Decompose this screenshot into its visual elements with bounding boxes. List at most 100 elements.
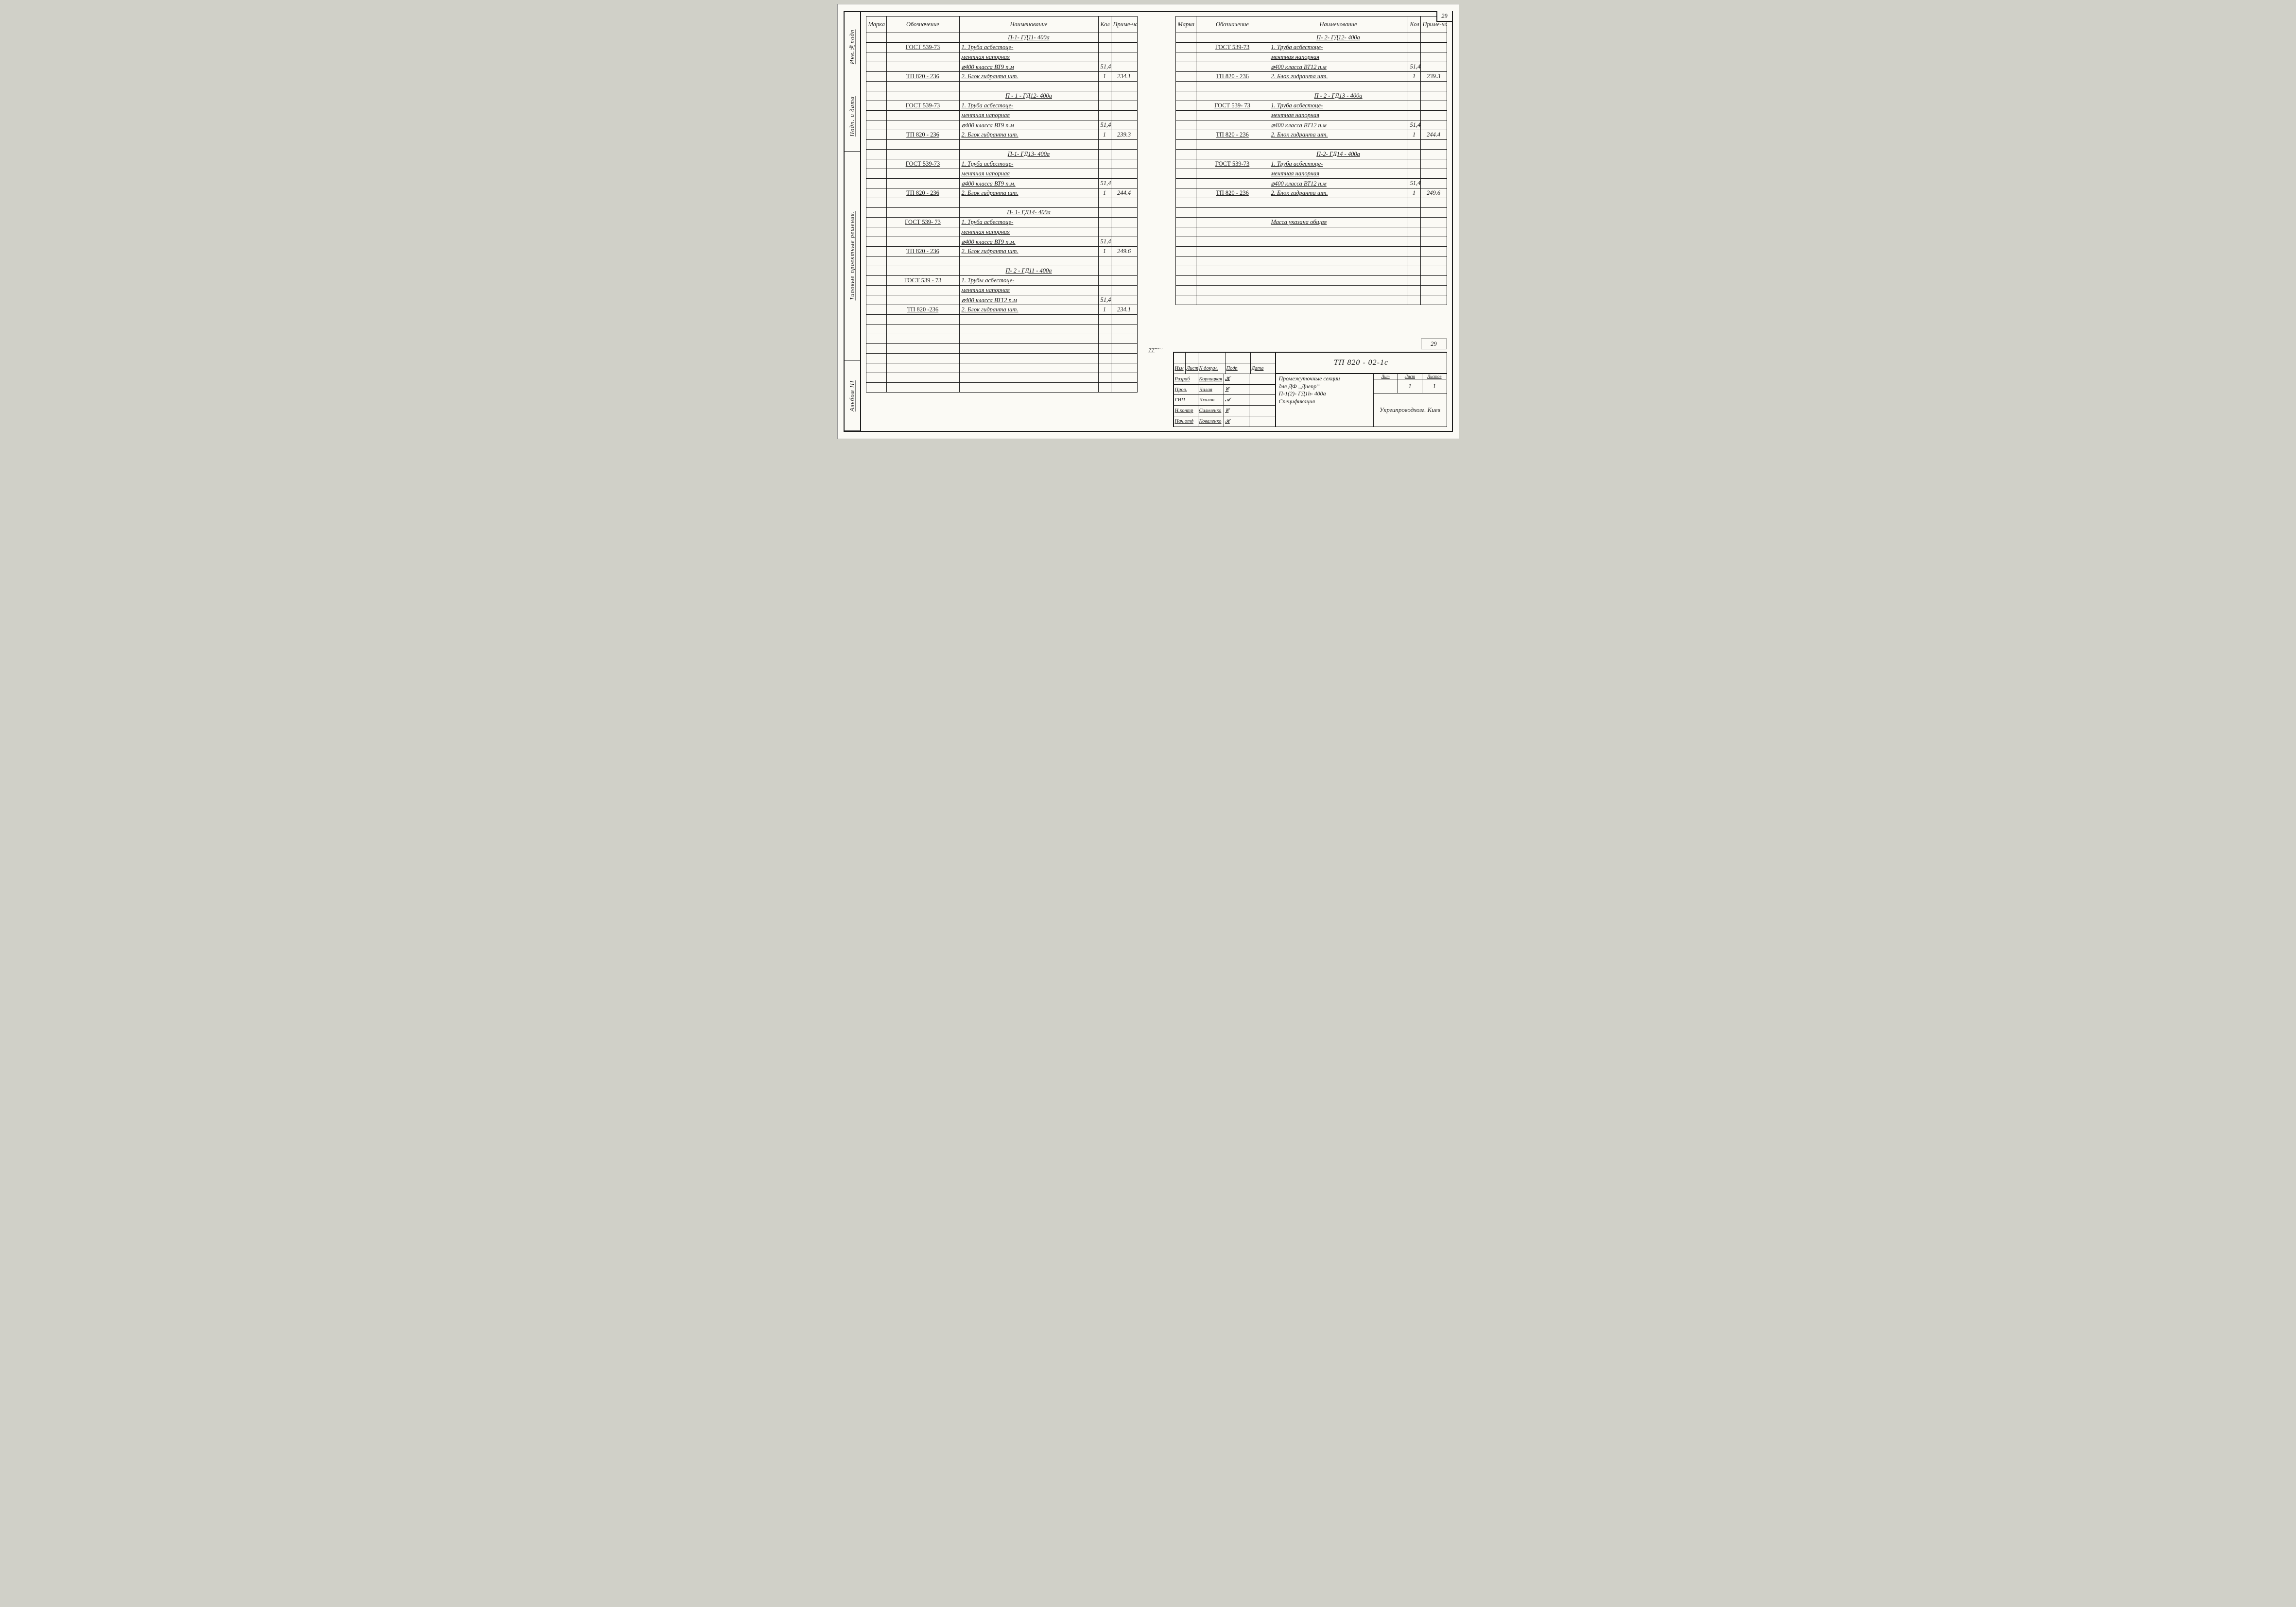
table-row: П-1- ГД11- 400а: [866, 33, 1137, 43]
table-row: [866, 334, 1137, 344]
table-row: ⌀400 класса ВТ9 п.м.51,48: [866, 179, 1137, 188]
table-row: ментная напорная: [866, 111, 1137, 120]
hdr-marka: Марка: [866, 17, 886, 33]
table-row: ⌀400 класса ВТ12 п.м51,48: [866, 295, 1137, 305]
hdr-oboz: Обозначение: [1196, 17, 1269, 33]
table-row: ГОСТ 539-731. Труба асбестоце-: [1175, 43, 1447, 52]
drawing-frame: 29 Марка Обозначение Наименование Кол Пр…: [860, 11, 1453, 432]
table-row: П-2- ГД14 - 400а: [1175, 150, 1447, 159]
tb-sign-row: Н.контрСильченко𝓒: [1174, 405, 1275, 416]
table-row: ГОСТ 539-731. Труба асбестоце-: [1175, 159, 1447, 169]
table-row: [866, 354, 1137, 363]
tb-sign-row: РазрабКорницкая𝓚: [1174, 374, 1275, 384]
table-row: [1175, 256, 1447, 266]
table-row: [1175, 227, 1447, 237]
table-row: ⌀400 класса ВТ12 п.м51,48: [1175, 62, 1447, 72]
tb-sign-blank: [1174, 353, 1275, 363]
table-row: [1175, 295, 1447, 305]
tb-sign-row: Нач.отдКоваленко𝓚: [1174, 416, 1275, 427]
tb-org: Укргипроводхозг. Киев: [1374, 393, 1447, 427]
table-row: [866, 140, 1137, 150]
spec-table-left: Марка Обозначение Наименование Кол Приме…: [866, 16, 1138, 393]
table-row: ТП 820 - 2362. Блок гидранта шт.1234.1: [866, 72, 1137, 82]
table-row: [1175, 198, 1447, 208]
tb-sign-row: ГИПЧхалов𝓐: [1174, 394, 1275, 405]
table-row: [866, 373, 1137, 383]
table-row: ГОСТ 539 - 731. Трубы асбестоце-: [866, 276, 1137, 286]
hdr-naim: Наименование: [1269, 17, 1408, 33]
table-row: ⌀400 класса ВТ12 п.м51,48: [1175, 179, 1447, 188]
table-row: [866, 82, 1137, 91]
hdr-oboz: Обозначение: [886, 17, 959, 33]
rail-inv: Инв.№подп: [845, 12, 860, 82]
tb-signatures: Изм Лист N докум. Подп Дата РазрабКорниц…: [1174, 353, 1276, 427]
table-row: П- 1- ГД14- 400а: [866, 208, 1137, 218]
tb-title: Промежуточные секциидля ДФ „Днепр”П-1(2)…: [1276, 374, 1374, 427]
hdr-marka: Марка: [1175, 17, 1196, 33]
drawing-sheet: Инв.№подп Подп. и дата Типовые проектные…: [837, 4, 1459, 439]
table-row: ТП 820 - 2362. Блок гидранта шт.1244.4: [1175, 130, 1447, 140]
table-row: Масса указана общая: [1175, 218, 1447, 227]
tb-main: ТП 820 - 02-1с Промежуточные секциидля Д…: [1276, 353, 1447, 427]
table-row: [1175, 82, 1447, 91]
titleblock: Изм Лист N докум. Подп Дата РазрабКорниц…: [1173, 352, 1447, 427]
table-row: [866, 325, 1137, 334]
left-body: П-1- ГД11- 400аГОСТ 539-731. Труба асбес…: [866, 33, 1137, 393]
table-row: ГОСТ 539- 731. Труба асбестоце-: [1175, 101, 1447, 111]
table-row: [1175, 276, 1447, 286]
table-row: ментная напорная: [1175, 169, 1447, 179]
table-row: [1175, 237, 1447, 247]
binding-rail: Инв.№подп Подп. и дата Типовые проектные…: [844, 11, 860, 432]
rail-album: Альбом III: [845, 361, 860, 431]
spec-table-right: Марка Обозначение Наименование Кол Приме…: [1175, 16, 1447, 305]
table-row: ⌀400 класса ВТ12 п.м51,48: [1175, 120, 1447, 130]
table-row: ментная напорная: [866, 169, 1137, 179]
table-row: П- 2- ГД12- 400а: [1175, 33, 1447, 43]
table-row: ТП 820 - 2362. Блок гидранта шт.1249.6: [866, 247, 1137, 256]
table-row: ТП 820 - 2362. Блок гидранта шт.1244.4: [866, 188, 1137, 198]
table-row: ГОСТ 539- 731. Труба асбестоце-: [866, 218, 1137, 227]
table-row: [1175, 140, 1447, 150]
table-row: [866, 383, 1137, 393]
table-row: ментная напорная: [866, 52, 1137, 62]
table-row: ⌀400 класса ВТ9 п.м51,48: [866, 120, 1137, 130]
table-row: ментная напорная: [1175, 111, 1447, 120]
tb-code: ТП 820 - 02-1с: [1276, 353, 1447, 374]
table-row: ментная напорная: [866, 227, 1137, 237]
hdr-prim: Приме-чание: [1111, 17, 1137, 33]
right-body: П- 2- ГД12- 400аГОСТ 539-731. Труба асбе…: [1175, 33, 1447, 305]
table-row: П-1- ГД13- 400а: [866, 150, 1137, 159]
table-row: [866, 198, 1137, 208]
table-row: П - 1 - ГД12- 400а: [866, 91, 1137, 101]
table-row: ⌀400 класса ВТ9 п.м51,48: [866, 62, 1137, 72]
table-row: ⌀400 класса ВТ9 п.м.51,48: [866, 237, 1137, 247]
hdr-naim: Наименование: [959, 17, 1098, 33]
table-row: ментная напорная: [866, 286, 1137, 295]
table-row: [866, 344, 1137, 354]
table-row: ТП 820 - 2362. Блок гидранта шт.1239.3: [866, 130, 1137, 140]
tb-sign-header: Изм Лист N докум. Подп Дата: [1174, 363, 1275, 374]
table-row: П - 2 - ГД13 - 400а: [1175, 91, 1447, 101]
table-row: ГОСТ 539-731. Труба асбестоце-: [866, 159, 1137, 169]
table-row: ТП 820 - 2362. Блок гидранта шт.1239.3: [1175, 72, 1447, 82]
table-row: [1175, 247, 1447, 256]
table-row: ГОСТ 539-731. Труба асбестоце-: [866, 43, 1137, 52]
table-row: [866, 363, 1137, 373]
hdr-kol: Кол: [1098, 17, 1111, 33]
page-number: 29: [1436, 11, 1453, 22]
table-row: [1175, 286, 1447, 295]
table-row: ГОСТ 539-731. Труба асбестоце-: [866, 101, 1137, 111]
table-row: [1175, 208, 1447, 218]
table-row: [866, 256, 1137, 266]
table-row: ментная напорная: [1175, 52, 1447, 62]
table-row: П- 2 - ГД11 - 400а: [866, 266, 1137, 276]
rail-tip: Типовые проектные решения.: [845, 152, 860, 361]
table-row: ТП 820 - 2362. Блок гидранта шт.1249.6: [1175, 188, 1447, 198]
table-row: [1175, 266, 1447, 276]
sheet-num-overlay: 29: [1421, 339, 1447, 349]
spec-left: Марка Обозначение Наименование Кол Приме…: [866, 16, 1138, 427]
table-row: ТП 820 -2362. Блок гидранта шт.1234.1: [866, 305, 1137, 315]
tb-sign-row: Пров.Чалая𝓒: [1174, 384, 1275, 395]
tb-meta: Лит Лист1 Листов1 Укргипроводхозг. Киев: [1374, 374, 1447, 427]
table-row: [866, 315, 1137, 325]
